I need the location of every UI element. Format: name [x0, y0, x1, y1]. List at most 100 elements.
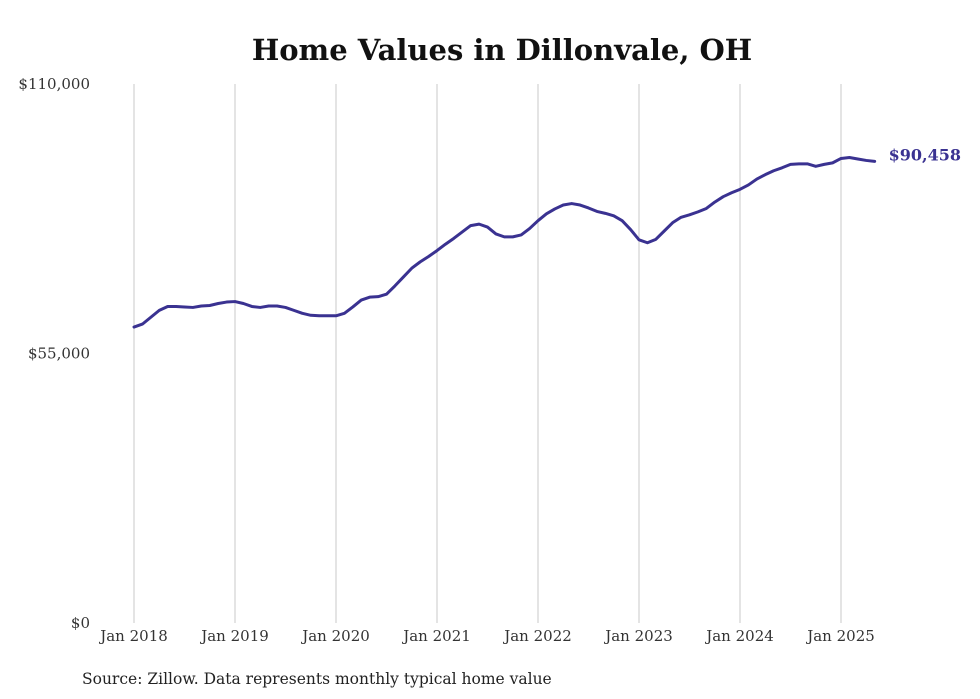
data-point	[175, 305, 177, 308]
data-point	[385, 293, 388, 296]
data-point	[318, 314, 321, 317]
data-point	[503, 235, 506, 238]
data-point	[149, 316, 152, 319]
x-tick-label: Jan 2023	[603, 627, 673, 645]
data-point	[495, 233, 497, 235]
data-point	[789, 163, 792, 166]
data-point	[200, 305, 203, 307]
data-point	[739, 188, 741, 191]
x-tick-label: Jan 2024	[704, 627, 774, 645]
data-point	[427, 255, 430, 258]
data-point	[579, 204, 581, 206]
data-point	[612, 214, 615, 217]
data-point	[604, 212, 607, 215]
source-note: Source: Zillow. Data represents monthly …	[82, 670, 552, 688]
data-point	[276, 305, 278, 307]
data-point	[596, 210, 598, 213]
data-point	[848, 156, 851, 159]
data-point	[133, 326, 135, 328]
data-point	[309, 314, 312, 317]
data-point	[671, 221, 674, 224]
data-point	[158, 309, 161, 312]
data-point	[798, 162, 800, 165]
data-point	[638, 238, 640, 241]
data-point	[452, 237, 455, 240]
data-point	[806, 162, 809, 165]
data-point	[293, 309, 295, 312]
x-tick-label: Jan 2021	[401, 627, 471, 645]
data-point	[730, 191, 733, 194]
y-tick-label: $55,000	[28, 345, 90, 363]
data-point	[461, 231, 464, 233]
data-point	[663, 230, 666, 232]
x-tick-label: Jan 2022	[502, 627, 572, 645]
data-point	[646, 241, 649, 244]
data-point	[234, 300, 236, 303]
data-point	[208, 304, 211, 307]
data-point	[368, 296, 371, 299]
data-point	[747, 184, 750, 186]
data-point	[351, 306, 354, 308]
data-point	[520, 234, 523, 236]
data-point	[831, 161, 834, 164]
data-point	[528, 227, 531, 230]
data-point	[217, 302, 220, 305]
data-point	[545, 212, 548, 215]
data-point	[377, 295, 379, 298]
data-point	[621, 219, 624, 222]
data-point	[722, 195, 725, 198]
data-point	[486, 226, 489, 228]
data-point	[856, 158, 859, 160]
data-points	[133, 156, 876, 328]
data-point	[705, 207, 708, 210]
data-point	[537, 219, 539, 222]
data-point	[781, 166, 783, 169]
chart-title: Home Values in Dillonvale, OH	[252, 33, 752, 67]
data-point	[713, 201, 716, 203]
data-point	[250, 305, 253, 308]
data-point	[478, 223, 480, 226]
data-point	[562, 204, 565, 206]
data-point	[511, 235, 514, 238]
series-line-home-value	[132, 156, 877, 329]
data-point	[284, 306, 287, 309]
data-point	[764, 173, 767, 176]
data-point	[688, 213, 691, 216]
data-point	[242, 302, 245, 305]
data-point	[402, 276, 405, 278]
data-point	[183, 306, 186, 308]
data-point	[326, 314, 329, 317]
data-point	[436, 249, 438, 252]
gridlines	[133, 84, 842, 623]
data-point	[587, 207, 590, 209]
data-point	[697, 210, 699, 213]
data-point	[680, 216, 682, 219]
data-point	[166, 305, 169, 308]
data-point	[873, 160, 876, 163]
data-point	[141, 323, 144, 325]
last-value-label: $90,458	[889, 145, 961, 164]
data-point	[267, 305, 270, 307]
data-point	[394, 284, 396, 287]
x-tick-label: Jan 2019	[199, 627, 269, 645]
data-point	[553, 208, 556, 210]
data-point	[259, 306, 262, 309]
data-point	[343, 312, 346, 315]
data-point	[360, 299, 363, 301]
data-point	[629, 228, 632, 231]
data-point	[840, 157, 842, 160]
data-point	[301, 312, 304, 315]
data-point	[444, 243, 447, 246]
data-point	[410, 267, 413, 270]
x-tick-label: Jan 2020	[300, 627, 370, 645]
data-point	[654, 238, 657, 241]
x-tick-label: Jan 2025	[805, 627, 875, 645]
data-point	[865, 159, 868, 162]
y-tick-label: $110,000	[18, 75, 90, 93]
data-point	[772, 169, 775, 172]
data-point	[755, 178, 758, 180]
data-point	[192, 306, 194, 309]
x-axis-tick-labels: Jan 2018 Jan 2019 Jan 2020 Jan 2021 Jan 2022…	[98, 627, 875, 645]
data-point	[419, 260, 422, 263]
